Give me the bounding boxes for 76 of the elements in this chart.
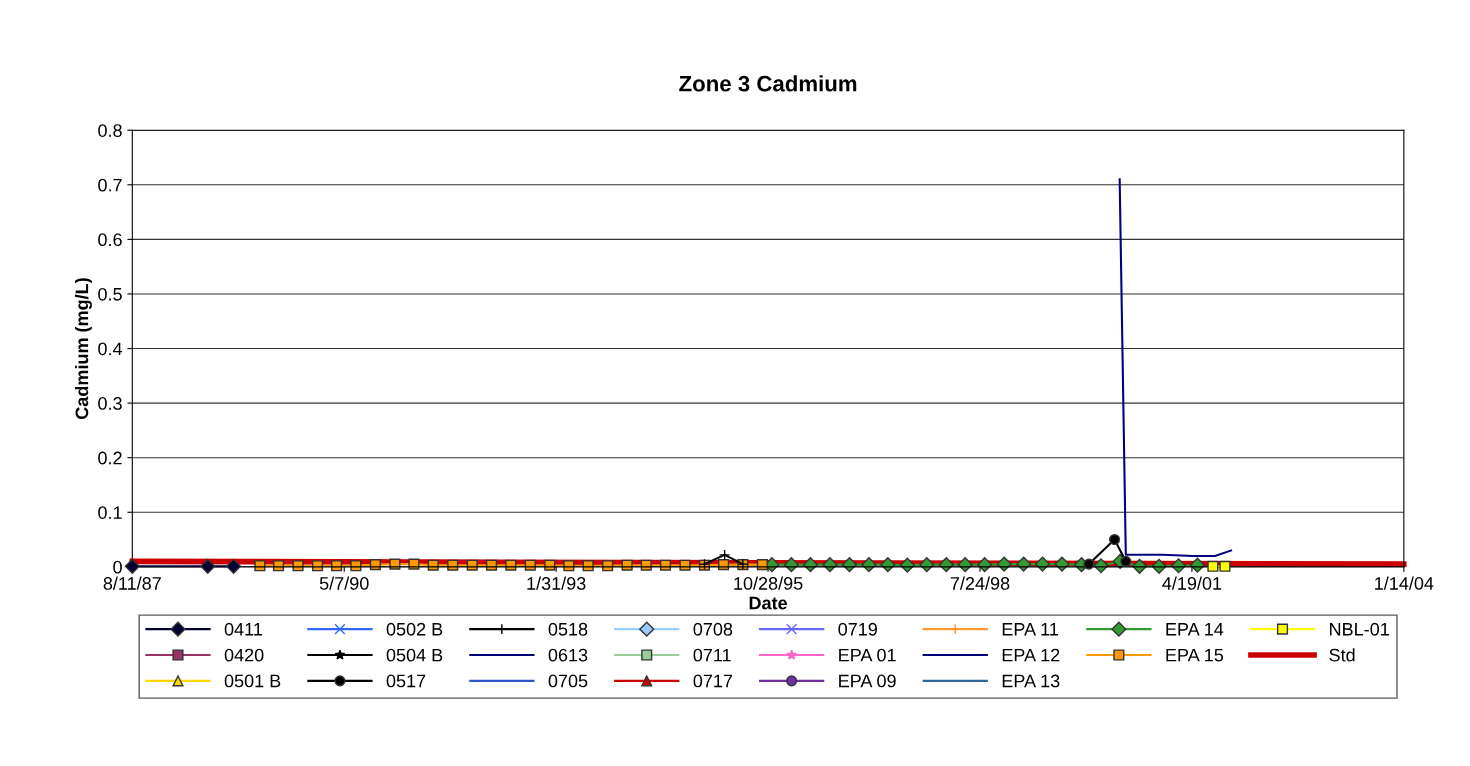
x-tick-label: 7/24/98 <box>950 576 1010 590</box>
point <box>1219 560 1231 572</box>
point <box>1207 560 1219 572</box>
legend-label: 0518 <box>548 622 588 636</box>
y-tick-label: 0 <box>113 560 122 574</box>
legend-label: 0708 <box>693 622 733 636</box>
point <box>350 560 362 572</box>
legend-label: 0502 B <box>386 622 443 636</box>
point <box>524 559 536 571</box>
legend-label: 0501 B <box>224 674 281 688</box>
legend-label: 0517 <box>386 674 426 688</box>
point <box>311 560 324 572</box>
point <box>331 560 343 572</box>
x-tick-label: 4/19/01 <box>1162 576 1222 590</box>
legend-label: EPA 14 <box>1166 623 1224 636</box>
x-tick-label: 1/31/93 <box>527 576 586 590</box>
point <box>659 559 672 571</box>
point <box>1083 558 1095 570</box>
point <box>124 558 140 574</box>
point <box>621 559 633 571</box>
x-tick-label: 1/14/04 <box>1375 576 1434 590</box>
point <box>1109 533 1121 546</box>
point <box>254 560 266 572</box>
point <box>226 558 242 574</box>
point <box>640 559 652 571</box>
legend-label: 0411 <box>224 622 262 636</box>
y-tick-label: 0.8 <box>98 124 122 137</box>
x-tick-label: 5/7/90 <box>319 576 369 590</box>
legend-label: 0711 <box>693 648 731 662</box>
y-tick-label: 0.1 <box>98 506 122 519</box>
legend-label: EPA 01 <box>839 648 896 662</box>
point <box>408 558 420 570</box>
point <box>447 559 459 571</box>
y-axis-title: Cadmium (mg/L) <box>75 278 92 419</box>
legend-label: EPA 11 <box>1002 623 1058 636</box>
point <box>1034 556 1051 572</box>
point <box>756 559 768 571</box>
legend-label: 0420 <box>224 648 264 662</box>
legend-label: 0613 <box>548 648 588 662</box>
legend-label: EPA 13 <box>1002 674 1060 688</box>
legend-label: NBL-01 <box>1330 622 1389 636</box>
x-axis-title: Date <box>749 596 788 610</box>
legend-label: EPA 15 <box>1166 648 1224 662</box>
point <box>505 559 517 571</box>
point <box>292 560 304 572</box>
y-tick-label: 0.3 <box>98 397 122 410</box>
legend-label: EPA 09 <box>839 674 896 688</box>
point <box>582 560 594 572</box>
point <box>544 559 556 571</box>
legend-label: 0717 <box>693 674 733 688</box>
legend-label: 0504 B <box>386 648 443 662</box>
point <box>369 559 381 571</box>
point <box>389 558 401 570</box>
point <box>679 559 691 571</box>
legend-label: EPA 12 <box>1002 648 1060 662</box>
point <box>1120 555 1132 567</box>
y-tick-label: 0.4 <box>98 342 123 356</box>
legend-label: 0719 <box>838 622 877 636</box>
legend-label: Std <box>1329 648 1355 662</box>
point <box>602 560 614 572</box>
point <box>200 558 216 574</box>
x-tick-label: 8/11/87 <box>103 576 161 590</box>
chart-title: Zone 3 Cadmium <box>679 75 857 92</box>
y-tick-label: 0.7 <box>98 178 122 192</box>
point <box>485 559 498 571</box>
y-tick-label: 0.2 <box>98 451 122 465</box>
point <box>272 560 285 572</box>
point <box>563 560 575 572</box>
point <box>466 559 478 571</box>
legend-label: 0705 <box>548 674 588 688</box>
x-tick-label: 10/28/95 <box>734 576 803 590</box>
y-tick-label: 0.6 <box>98 233 122 247</box>
point <box>1016 556 1032 572</box>
y-tick-label: 0.5 <box>98 287 122 301</box>
point <box>427 559 439 571</box>
point <box>719 549 731 561</box>
